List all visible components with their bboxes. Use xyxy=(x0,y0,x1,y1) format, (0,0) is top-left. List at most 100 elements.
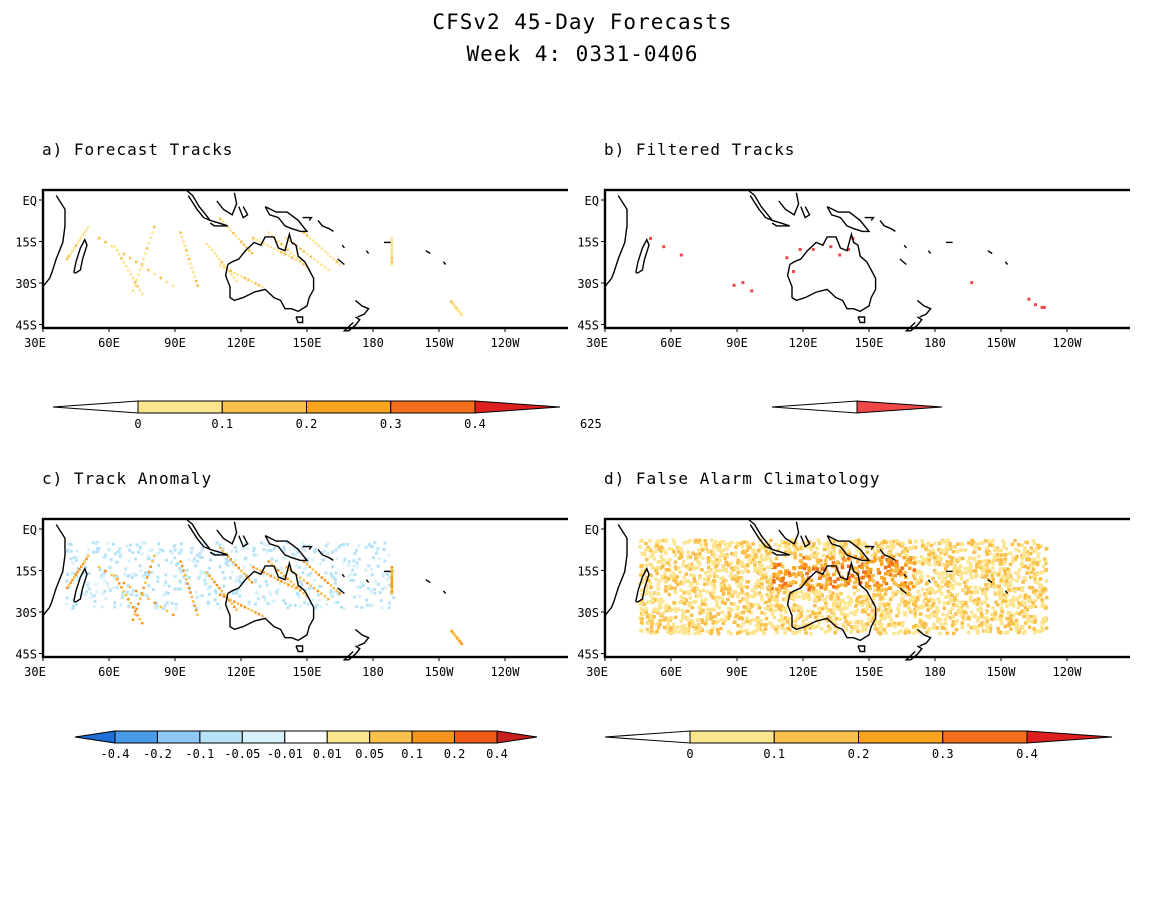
field-cell xyxy=(84,592,88,596)
field-cell xyxy=(263,598,267,602)
field-cell xyxy=(729,601,734,606)
field-cell xyxy=(780,623,785,628)
coastline xyxy=(442,590,447,594)
field-cell xyxy=(369,544,373,548)
field-cell xyxy=(335,557,339,561)
field-cell xyxy=(660,564,665,569)
field-cell xyxy=(147,557,151,561)
field-cell xyxy=(104,597,108,601)
field-cell xyxy=(79,236,83,239)
field-cell xyxy=(641,610,646,614)
field-cell xyxy=(233,580,237,584)
field-cell xyxy=(662,618,666,622)
field-cell xyxy=(834,586,839,590)
field-cell xyxy=(660,574,664,579)
lon-tick-label: 120W xyxy=(491,665,521,679)
field-cell xyxy=(67,584,71,587)
field-cell xyxy=(963,600,968,605)
field-cell xyxy=(793,624,797,628)
field-cell xyxy=(723,556,727,561)
field-cell xyxy=(187,257,191,261)
field-cell xyxy=(237,237,240,241)
field-cell xyxy=(940,572,945,576)
field-cell xyxy=(1025,540,1029,545)
field-cell xyxy=(1030,619,1035,624)
field-cell xyxy=(1014,618,1019,623)
field-cell xyxy=(145,594,149,598)
field-cell xyxy=(878,605,882,610)
field-cell xyxy=(934,571,938,575)
field-cell xyxy=(259,569,262,572)
field-cell xyxy=(138,597,142,600)
field-cell xyxy=(741,540,746,545)
field-cell xyxy=(946,538,950,542)
field-cell xyxy=(333,578,337,582)
field-cell xyxy=(985,569,989,574)
lon-tick-label: 120W xyxy=(1053,665,1083,679)
field-cell xyxy=(844,579,848,584)
field-cell xyxy=(669,625,673,630)
field-cell xyxy=(910,560,915,565)
field-cell xyxy=(193,557,197,561)
field-cell xyxy=(1007,551,1012,556)
field-cell xyxy=(809,547,813,552)
field-cell xyxy=(638,545,642,549)
field-cell xyxy=(926,541,931,545)
field-cell xyxy=(687,618,691,622)
field-cell xyxy=(891,539,896,544)
field-cell xyxy=(990,573,994,578)
field-cell xyxy=(766,595,771,599)
field-cell xyxy=(192,600,195,603)
field-cell xyxy=(1019,561,1024,566)
field-cell xyxy=(664,604,668,608)
field-cell xyxy=(911,573,916,578)
field-cell xyxy=(283,252,287,256)
field-cell xyxy=(326,252,330,256)
field-cell xyxy=(219,217,222,221)
field-cell xyxy=(390,263,394,266)
field-cell xyxy=(192,271,195,274)
field-cell xyxy=(888,597,893,602)
field-cell xyxy=(883,616,888,621)
colorbar-segment xyxy=(411,730,456,744)
colorbar-filtered-tracks: 0.0625 xyxy=(580,400,943,431)
field-cell xyxy=(791,538,795,543)
field-cell xyxy=(338,263,342,266)
field-cell xyxy=(757,591,762,595)
field-cell xyxy=(218,257,221,261)
field-cell xyxy=(1015,579,1019,583)
field-cell xyxy=(254,580,258,584)
field-cell xyxy=(935,589,940,594)
field-cell xyxy=(949,559,953,563)
field-cell xyxy=(257,283,261,287)
field-cell xyxy=(946,546,950,550)
field-cell xyxy=(664,575,668,580)
field-cell xyxy=(827,550,832,555)
field-cell xyxy=(701,608,705,613)
field-cell xyxy=(776,590,781,595)
field-cell xyxy=(796,613,801,618)
field-cell xyxy=(279,582,283,586)
field-cell xyxy=(925,580,929,584)
field-cell xyxy=(852,591,857,596)
field-cell xyxy=(1009,618,1013,622)
field-cell xyxy=(1017,629,1022,633)
field-cell xyxy=(760,563,764,568)
coastline xyxy=(987,250,993,255)
field-cell xyxy=(747,558,751,562)
field-cell xyxy=(100,573,104,577)
field-cell xyxy=(153,272,156,276)
field-cell xyxy=(678,570,682,574)
field-cell xyxy=(920,562,925,566)
field-cell xyxy=(719,618,724,622)
field-cell xyxy=(143,573,147,577)
field-cell xyxy=(1020,588,1025,593)
field-cell xyxy=(891,543,896,548)
coastline xyxy=(425,579,431,584)
field-cell xyxy=(304,587,308,591)
field-cell xyxy=(262,595,266,599)
field-cell xyxy=(250,581,254,584)
field-cell xyxy=(103,589,107,593)
field-cell xyxy=(746,544,751,549)
field-cell xyxy=(846,581,850,586)
